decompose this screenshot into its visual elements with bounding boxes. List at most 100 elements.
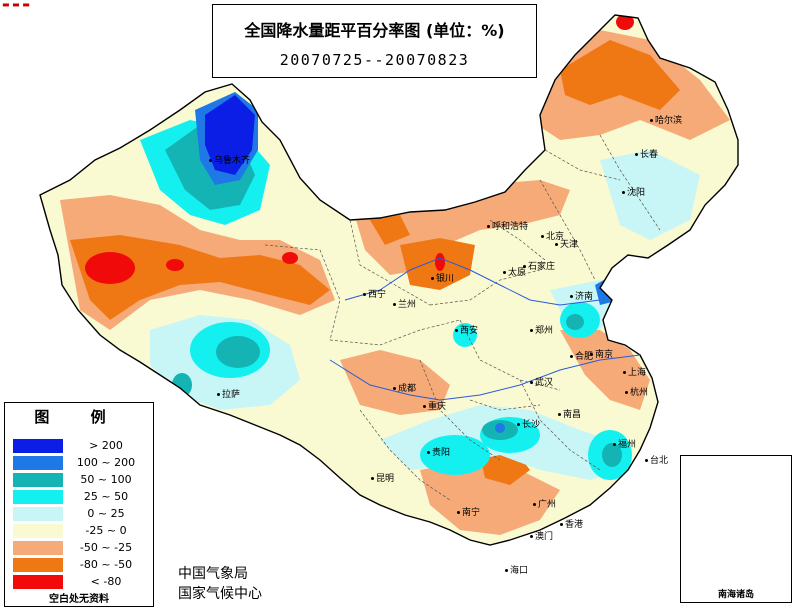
city-marker	[517, 423, 520, 426]
city-label: 香港	[565, 520, 584, 530]
city-marker	[530, 535, 533, 538]
city-label: 西安	[460, 326, 479, 336]
city-marker	[457, 511, 460, 514]
legend-item: 25 ~ 50	[13, 490, 149, 504]
city-label: 长沙	[522, 420, 541, 430]
region-east-xinjiang-extreme	[166, 259, 184, 271]
city-label: 乌鲁木齐	[214, 156, 251, 166]
city-marker	[558, 413, 561, 416]
city-marker	[625, 391, 628, 394]
city-marker	[363, 293, 366, 296]
region-tarim-extreme	[85, 252, 135, 284]
legend-label: < -80	[90, 575, 122, 588]
source-line-1: 中国气象局	[178, 566, 248, 582]
region-guizhou-cyan	[420, 435, 490, 475]
city-label: 海口	[510, 566, 529, 576]
corner-mark: ▬ ▬ ▬	[2, 0, 30, 9]
legend-swatch	[13, 507, 63, 521]
city-marker	[431, 277, 434, 280]
legend-item: 50 ~ 100	[13, 473, 149, 487]
city-marker	[635, 153, 638, 156]
legend-label: 50 ~ 100	[80, 473, 132, 486]
city-marker	[541, 235, 544, 238]
legend-item: -25 ~ 0	[13, 524, 149, 538]
city-marker	[530, 381, 533, 384]
region-altay-darkblue	[205, 95, 255, 175]
city-marker	[217, 393, 220, 396]
city-label: 广州	[538, 500, 557, 510]
city-label: 拉萨	[222, 390, 241, 400]
region-xinjiang-very-dry	[70, 235, 330, 320]
city-label: 南宁	[462, 508, 481, 518]
city-marker	[487, 225, 490, 228]
city-label: 兰州	[398, 300, 417, 310]
city-label: 北京	[546, 232, 565, 242]
legend-item: -50 ~ -25	[13, 541, 149, 555]
city-label: 郑州	[535, 326, 554, 336]
anomaly-regions	[60, 15, 730, 535]
legend-swatch	[13, 490, 63, 504]
region-heilongjiang-extreme	[616, 15, 634, 30]
city-label: 重庆	[428, 402, 447, 412]
city-marker	[523, 265, 526, 268]
region-south-dry	[420, 460, 560, 535]
region-tibet-teal	[216, 336, 260, 368]
legend-swatch	[13, 575, 63, 589]
legend-label: > 200	[89, 439, 123, 452]
city-label: 贵阳	[432, 448, 451, 458]
city-label: 西宁	[368, 290, 387, 300]
city-marker	[455, 329, 458, 332]
region-northeast-wet	[600, 150, 700, 240]
city-label: 昆明	[376, 474, 395, 484]
city-label: 合肥	[575, 352, 594, 362]
city-label: 台北	[650, 456, 669, 466]
region-shaanxi-cyan	[453, 323, 477, 347]
city-label: 南京	[595, 350, 614, 360]
legend-swatch	[13, 541, 63, 555]
map-date-range: 20070725--20070823	[279, 51, 470, 69]
region-anhui-teal	[566, 314, 584, 330]
city-marker	[570, 355, 573, 358]
region-ningxia-extreme	[435, 253, 445, 271]
city-marker	[423, 405, 426, 408]
legend-note: 空白处无资料	[49, 594, 109, 605]
city-marker	[393, 387, 396, 390]
city-marker	[505, 569, 508, 572]
city-marker	[427, 451, 430, 454]
city-label: 沈阳	[627, 188, 646, 198]
legend-swatch	[13, 456, 63, 470]
region-gansu-extreme	[282, 252, 298, 264]
city-label: 哈尔滨	[655, 116, 683, 126]
city-marker	[650, 119, 653, 122]
legend-item: 100 ~ 200	[13, 456, 149, 470]
city-marker	[590, 353, 593, 356]
city-label: 武汉	[535, 378, 554, 388]
city-label: 上海	[628, 368, 647, 378]
city-label: 太原	[508, 268, 527, 278]
legend-label: -25 ~ 0	[85, 524, 127, 537]
city-label: 天津	[560, 240, 579, 250]
city-marker	[570, 295, 573, 298]
city-marker	[623, 371, 626, 374]
legend-swatch	[13, 473, 63, 487]
legend-item: 0 ~ 25	[13, 507, 149, 521]
legend-label: -50 ~ -25	[79, 541, 133, 554]
title-box: 全国降水量距平百分率图 (单位：%) 20070725--20070823	[212, 4, 537, 78]
legend-item: < -80	[13, 575, 149, 589]
city-label: 石家庄	[528, 262, 556, 272]
city-marker	[533, 503, 536, 506]
city-label: 长春	[640, 150, 659, 160]
city-marker	[645, 459, 648, 462]
city-label: 成都	[398, 384, 417, 394]
city-label: 南昌	[563, 410, 582, 420]
city-label: 福州	[618, 440, 637, 450]
city-label: 澳门	[535, 532, 554, 542]
region-northeast-very-dry	[560, 40, 680, 110]
legend-label: 0 ~ 25	[87, 507, 125, 520]
map-title: 全国降水量距平百分率图 (单位：%)	[244, 21, 505, 40]
province-boundaries	[264, 134, 661, 501]
city-marker	[393, 303, 396, 306]
legend-label: 100 ~ 200	[76, 456, 136, 469]
city-marker	[560, 523, 563, 526]
